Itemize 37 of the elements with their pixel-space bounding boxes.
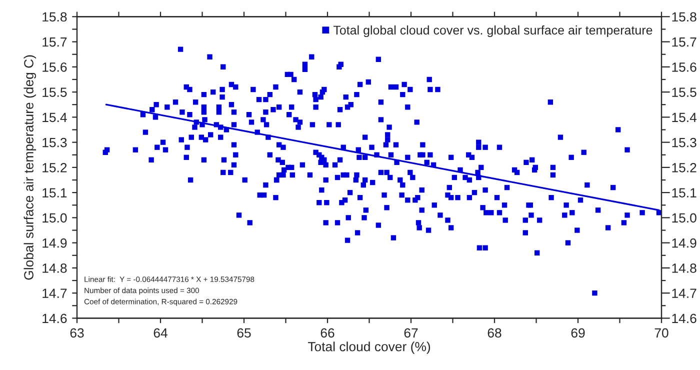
y-tick-label: 14.6 (42, 314, 67, 324)
x-tick-label: 64 (154, 328, 168, 338)
y-tick-label: 15.3 (42, 138, 67, 148)
x-axis-title: Total cloud cover (%) (308, 342, 430, 354)
y2-tick-label: 14.9 (672, 238, 696, 248)
y-axis-title: Global surface air temperature (deg C) (24, 55, 36, 280)
y-tick-label: 15.6 (42, 62, 67, 72)
x-tick-label: 66 (320, 328, 334, 338)
y2-tick-label: 15.6 (672, 62, 696, 72)
y-tick-label: 15.7 (42, 37, 67, 47)
x-tick-label: 67 (404, 328, 418, 338)
y-tick-label: 15.4 (42, 112, 67, 122)
y2-tick-label: 15.8 (672, 12, 696, 22)
x-tick-label: 68 (488, 328, 502, 338)
legend-label: Total global cloud cover vs. global surface air temperature (333, 25, 652, 38)
y-tick-label: 15.5 (42, 88, 67, 97)
y-tick-label: 14.8 (42, 264, 67, 273)
y-tick-label: 14.9 (42, 238, 67, 248)
x-tick-label: 69 (571, 328, 585, 338)
y2-tick-label: 15.2 (672, 162, 696, 172)
x-tick-label: 65 (237, 328, 251, 338)
x-tick-label: 63 (70, 328, 84, 338)
y2-tick-label: 15.5 (672, 88, 696, 97)
y-tick-label: 15.0 (42, 213, 67, 223)
y2-tick-label: 15.4 (672, 112, 697, 122)
y2-tick-label: 14.8 (672, 264, 696, 273)
y2-tick-label: 15.7 (672, 37, 696, 47)
y2-tick-label: 15.0 (672, 213, 696, 223)
y2-tick-label: 14.6 (672, 314, 696, 324)
y-tick-label: 15.1 (42, 188, 67, 198)
y2-tick-label: 14.7 (672, 288, 696, 298)
y-tick-label: 15.8 (42, 12, 67, 22)
x-tick-label: 70 (654, 328, 668, 338)
y2-tick-label: 15.3 (672, 138, 696, 148)
y2-tick-label: 15.1 (672, 188, 696, 198)
y-tick-label: 15.2 (42, 162, 67, 172)
y-tick-label: 14.7 (42, 288, 67, 298)
